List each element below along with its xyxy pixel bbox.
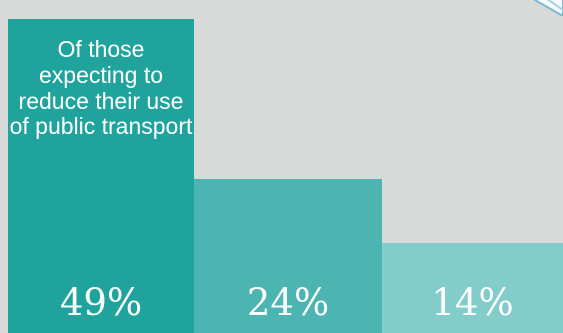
bar-value-label-1: 24%: [246, 281, 330, 324]
paper-corner-icon: [532, 0, 563, 16]
bar-1: 24%: [194, 179, 382, 333]
chart-caption: Of those expecting to reduce their use o…: [9, 36, 193, 140]
bar-value-label-0: 49%: [59, 281, 143, 324]
bar-2: 14%: [382, 243, 563, 333]
bar-value-label-2: 14%: [431, 281, 514, 324]
bar-0: 49%: [8, 19, 194, 333]
